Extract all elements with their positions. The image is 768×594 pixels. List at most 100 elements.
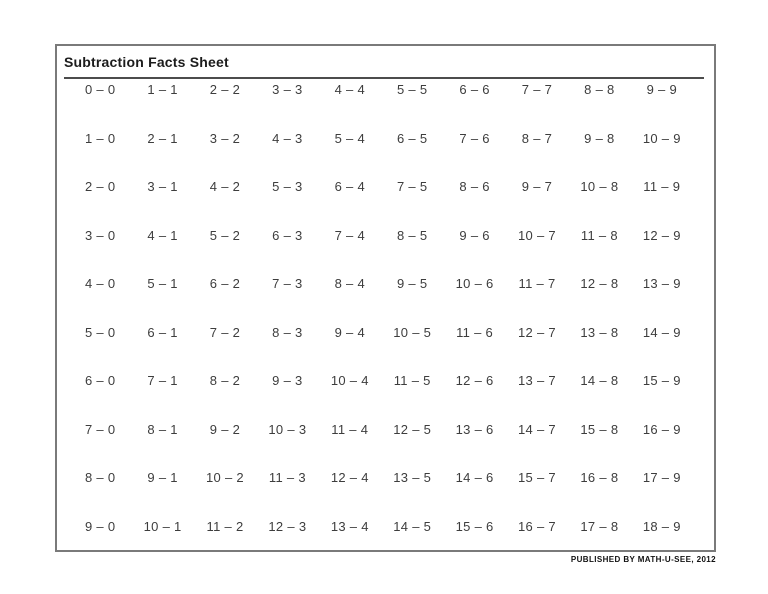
fact-cell: 4 – 4 [334,82,365,97]
title-underline: Subtraction Facts Sheet [64,54,704,79]
fact-cell: 13 – 6 [455,421,494,437]
fact-cell: 7 – 3 [272,276,303,292]
fact-cell: 7 – 2 [209,324,241,340]
fact-cell: 11 – 8 [580,227,618,243]
fact-cell: 10 – 4 [330,373,369,389]
fact-cell: 14 – 8 [580,373,619,389]
fact-cell: 14 – 6 [455,470,494,486]
fact-cell: 6 – 0 [84,373,116,389]
fact-cell: 12 – 3 [268,518,307,534]
fact-cell: 7 – 6 [459,130,490,146]
fact-cell: 7 – 7 [521,82,553,97]
fact-cell: 5 – 1 [147,276,178,292]
fact-cell: 12 – 5 [393,421,432,437]
fact-cell: 16 – 9 [642,421,681,437]
fact-row: 9 – 0 10 – 1 11 – 2 12 – 3 13 – 4 14 – 5 15 – … [69,517,693,537]
fact-row: 3 – 0 4 – 1 5 – 2 6 – 3 7 – 4 8 – 5 9 – 6 10 – … [69,226,693,246]
publisher-credit: PUBLISHED BY MATH-U-SEE, 2012 [570,555,716,564]
fact-cell: 4 – 0 [84,276,116,292]
fact-cell: 4 – 2 [209,179,241,195]
fact-cell: 8 – 2 [209,373,241,389]
fact-cell: 3 – 0 [84,227,116,243]
fact-cell: 10 – 1 [143,518,182,534]
fact-cell: 1 – 0 [84,130,116,146]
fact-cell: 12 – 4 [330,470,369,486]
fact-cell: 5 – 2 [209,227,241,243]
fact-cell: 11 – 6 [456,324,494,340]
fact-cell: 18 – 9 [642,518,681,534]
facts-grid: 0 – 0 1 – 1 2 – 2 3 – 3 4 – 4 5 – 5 6 – 6 7 – 7… [57,80,714,537]
fact-cell: 9 – 5 [396,276,428,292]
fact-cell: 9 – 7 [521,179,553,195]
fact-row: 7 – 0 8 – 1 9 – 2 10 – 3 11 – 4 12 – 5 13 – 6 1… [69,420,693,440]
fact-cell: 13 – 4 [330,518,369,534]
fact-cell: 11 – 9 [643,179,681,195]
fact-cell: 5 – 5 [396,82,428,97]
fact-cell: 6 – 3 [272,227,303,243]
worksheet-page: Subtraction Facts Sheet 0 – 0 1 – 1 2 – 2 3… [55,44,716,552]
fact-cell: 6 – 1 [147,324,178,340]
fact-row: 4 – 0 5 – 1 6 – 2 7 – 3 8 – 4 9 – 5 10 – 6 11 –… [69,274,693,294]
page-title: Subtraction Facts Sheet [64,54,229,70]
fact-cell: 9 – 3 [272,373,303,389]
fact-cell: 8 – 0 [84,470,116,486]
fact-cell: 5 – 4 [334,130,365,146]
fact-cell: 8 – 4 [334,276,365,292]
fact-cell: 10 – 8 [580,179,619,195]
fact-cell: 2 – 1 [147,130,178,146]
fact-cell: 5 – 3 [272,179,303,195]
fact-cell: 13 – 5 [393,470,432,486]
fact-cell: 4 – 3 [272,130,303,146]
fact-row: 0 – 0 1 – 1 2 – 2 3 – 3 4 – 4 5 – 5 6 – 6 7 – 7… [69,80,693,100]
fact-cell: 9 – 4 [334,324,365,340]
fact-cell: 17 – 9 [642,470,681,486]
fact-cell: 2 – 0 [84,179,116,195]
fact-cell: 5 – 0 [84,324,116,340]
fact-row: 5 – 0 6 – 1 7 – 2 8 – 3 9 – 4 10 – 5 11 – 6 12 … [69,323,693,343]
fact-cell: 9 – 0 [84,518,116,534]
fact-cell: 11 – 3 [268,470,306,486]
fact-row: 1 – 0 2 – 1 3 – 2 4 – 3 5 – 4 6 – 5 7 – 6 8 – 7… [69,129,693,149]
fact-cell: 16 – 8 [580,470,619,486]
fact-cell: 0 – 0 [84,82,116,97]
fact-cell: 14 – 5 [393,518,432,534]
fact-cell: 8 – 1 [147,421,178,437]
fact-cell: 7 – 4 [334,227,365,243]
fact-cell: 17 – 8 [580,518,619,534]
fact-cell: 9 – 6 [459,227,490,243]
fact-cell: 6 – 2 [209,276,241,292]
fact-cell: 7 – 5 [396,179,428,195]
fact-cell: 15 – 9 [642,373,681,389]
fact-cell: 10 – 3 [268,421,307,437]
fact-cell: 11 – 5 [393,373,431,389]
fact-cell: 14 – 9 [642,324,681,340]
fact-row: 8 – 0 9 – 1 10 – 2 11 – 3 12 – 4 13 – 5 14 – 6… [69,468,693,488]
fact-cell: 14 – 7 [518,421,556,437]
fact-cell: 12 – 8 [580,276,619,292]
fact-cell: 6 – 5 [396,130,428,146]
fact-cell: 10 – 9 [642,130,681,146]
fact-cell: 9 – 9 [646,82,677,97]
fact-cell: 12 – 6 [455,373,494,389]
fact-cell: 12 – 9 [642,227,681,243]
fact-cell: 3 – 3 [272,82,303,97]
fact-cell: 8 – 6 [459,179,490,195]
fact-row: 2 – 0 3 – 1 4 – 2 5 – 3 6 – 4 7 – 5 8 – 6 9 – 7… [69,177,693,197]
fact-cell: 10 – 2 [206,470,244,486]
fact-cell: 7 – 0 [84,421,116,437]
fact-cell: 10 – 5 [393,324,432,340]
fact-cell: 4 – 1 [147,227,178,243]
fact-cell: 7 – 1 [147,373,178,389]
fact-cell: 3 – 2 [209,130,241,146]
fact-cell: 10 – 7 [518,227,556,243]
fact-cell: 16 – 7 [518,518,556,534]
fact-cell: 11 – 7 [518,276,556,292]
fact-cell: 13 – 9 [642,276,681,292]
fact-cell: 2 – 2 [209,82,241,97]
fact-cell: 11 – 2 [206,518,244,534]
fact-cell: 6 – 4 [334,179,365,195]
fact-cell: 6 – 6 [459,82,490,97]
fact-cell: 9 – 1 [147,470,178,486]
fact-cell: 8 – 3 [272,324,303,340]
fact-cell: 15 – 6 [455,518,494,534]
